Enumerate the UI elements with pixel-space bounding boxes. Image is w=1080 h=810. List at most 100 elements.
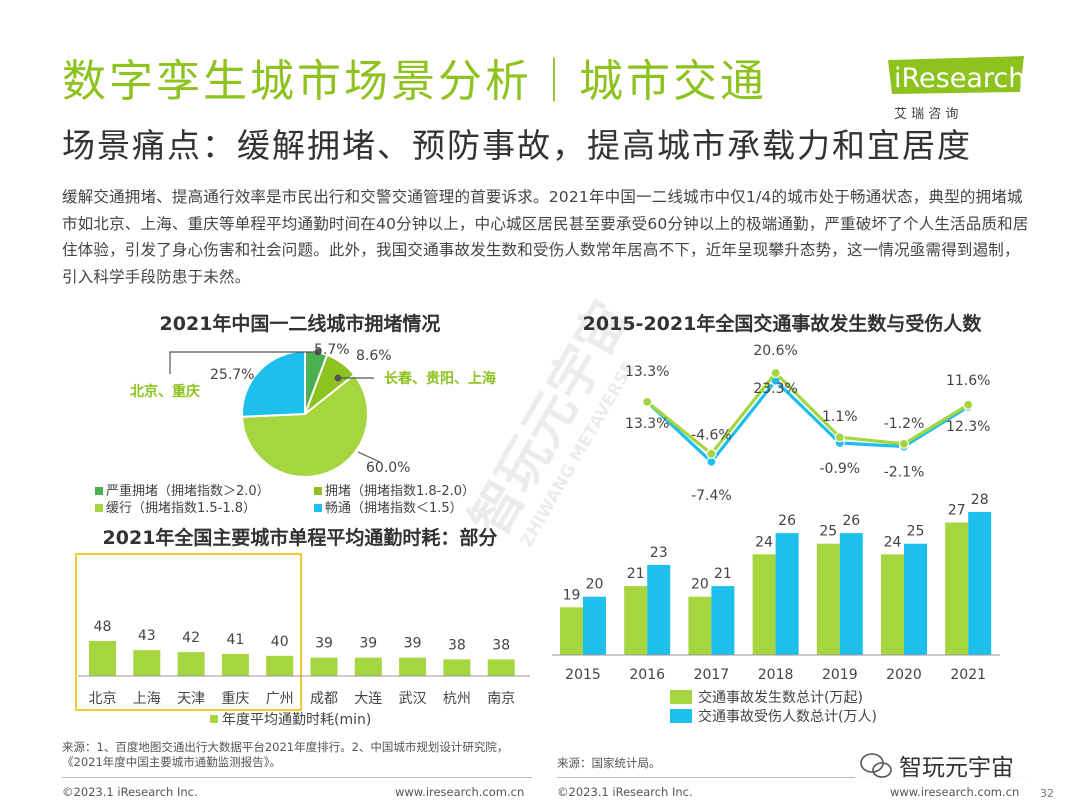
commute-bar-7 <box>399 657 427 676</box>
commute-bar-0 <box>89 641 116 676</box>
footer-divider-right <box>557 777 1027 778</box>
pie-slices <box>241 349 369 478</box>
commute-value-2: 42 <box>182 630 200 646</box>
commute-value-6: 39 <box>359 636 377 652</box>
commute-value-0: 48 <box>94 619 112 635</box>
website-link-right[interactable]: www.iresearch.com.cn <box>890 785 1020 799</box>
accident-title: 2015-2021年全国交通事故发生数与受伤人数 <box>583 312 983 335</box>
leader-line-60 <box>357 451 381 463</box>
pie-label-smooth: 25.7% <box>210 367 254 383</box>
commute-legend-swatch <box>210 715 218 723</box>
pie-label-severe: 5.7% <box>314 342 350 358</box>
growth-line-s1 <box>646 378 970 465</box>
leader-dot-changchun <box>334 374 342 382</box>
accident-bar-2021-s1 <box>968 511 992 655</box>
accident-value-2021-s1: 28 <box>971 492 989 508</box>
pie-legend-severe: 严重拥堵（拥堵指数＞2.0） <box>106 483 270 499</box>
copyright-left: ©2023.1 iResearch Inc. <box>62 785 198 799</box>
pie-legend-swatch-severe <box>95 487 103 495</box>
copyright-right: ©2023.1 iResearch Inc. <box>557 785 693 799</box>
accident-bar-2019-s1 <box>839 533 863 655</box>
accident-bar-2019-s0 <box>816 543 840 655</box>
accident-value-2019-s0: 25 <box>819 524 837 540</box>
source-note-right: 来源：国家统计局。 <box>557 756 661 770</box>
accident-value-2020-s0: 24 <box>884 534 902 550</box>
commute-legend: 年度平均通勤时耗(min) <box>222 712 371 728</box>
growth-label-s1-0: 13.3% <box>625 364 669 380</box>
commute-category-6: 大连 <box>354 691 382 707</box>
accident-value-2016-s0: 21 <box>627 566 645 582</box>
commute-bar-6 <box>354 657 382 676</box>
commute-value-3: 41 <box>226 632 244 648</box>
accident-value-2020-s1: 25 <box>907 524 925 540</box>
accident-value-2017-s0: 20 <box>691 577 709 593</box>
commute-value-9: 38 <box>492 637 510 653</box>
accident-bar-2015-s1 <box>583 596 606 655</box>
growth-line-s0 <box>646 370 970 456</box>
growth-label-s1-4: -2.1% <box>884 465 925 481</box>
wechat-account-name: 智玩元宇宙 <box>899 755 1014 781</box>
commute-category-5: 成都 <box>310 691 338 707</box>
growth-point-s0-0 <box>642 396 653 407</box>
accident-bars: 1920201521232016202120172426201825262019… <box>560 492 992 683</box>
accident-bar-2020-s0 <box>881 554 904 655</box>
growth-label-s0-0: 13.3% <box>625 416 669 432</box>
accident-bar-2018-s0 <box>752 554 776 655</box>
accident-bar-2016-s1 <box>647 564 671 655</box>
pie-title: 2021年中国一二线城市拥堵情况 <box>160 312 441 335</box>
commute-category-1: 上海 <box>133 691 161 707</box>
accident-legend-2: 交通事故受伤人数总计(万人) <box>698 708 877 725</box>
accident-bar-2017-s1 <box>711 586 735 655</box>
commute-title: 2021年全国主要城市单程平均通勤时耗：部分 <box>103 526 498 549</box>
commute-bar-5 <box>310 657 338 676</box>
commute-value-7: 39 <box>404 636 422 652</box>
pie-legend-slow: 缓行（拥堵指数1.5-1.8） <box>106 501 256 516</box>
accident-value-2018-s1: 26 <box>778 513 796 529</box>
growth-label-s1-2: 20.6% <box>753 343 797 359</box>
accident-year-2020: 2020 <box>886 667 922 683</box>
footer-divider-left <box>62 777 532 778</box>
pie-legend-swatch-smooth <box>314 504 322 512</box>
growth-point-s0-3 <box>834 432 845 443</box>
pie-label-slow: 60.0% <box>366 460 410 476</box>
page-number: 32 <box>1040 787 1054 800</box>
pie-slice-2 <box>241 373 369 478</box>
pie-legend-swatch-slow <box>95 504 103 512</box>
growth-label-s1-3: -0.9% <box>819 461 860 477</box>
commute-bar-3 <box>221 653 249 676</box>
accident-growth-lines: 13.3% -4.6% 23.3% 1.1% -1.2% 12.3% 13.3% -7.4% 2… <box>625 343 990 504</box>
wechat-badge: 智玩元宇宙 <box>855 748 1055 784</box>
growth-point-s0-5 <box>963 399 974 410</box>
page-title: 数字孪生城市场景分析｜城市交通 <box>62 56 767 107</box>
growth-point-s0-2 <box>770 367 781 379</box>
commute-bars: 48 北京 43 上海 42 天津 41 重庆 40 广州 39 成都 39 大连 39 武汉 38 杭州 38 南京 <box>89 619 516 707</box>
accident-bar-2021-s0 <box>945 522 969 655</box>
accident-bar-2016-s0 <box>624 586 648 655</box>
pie-legend: 严重拥堵（拥堵指数＞2.0） 拥堵（拥堵指数1.8-2.0） 缓行（拥堵指数1.… <box>95 483 475 516</box>
commute-value-4: 40 <box>271 634 289 650</box>
commute-category-7: 武汉 <box>399 691 427 707</box>
commute-bar-4 <box>266 655 294 676</box>
commute-bar-2 <box>177 652 205 676</box>
accident-year-2018: 2018 <box>758 667 794 683</box>
commute-category-4: 广州 <box>266 691 294 707</box>
website-link-left[interactable]: www.iresearch.com.cn <box>395 785 525 799</box>
commute-bar-9 <box>487 659 515 676</box>
page-subtitle: 场景痛点：缓解拥堵、预防事故，提高城市承载力和宜居度 <box>62 126 972 165</box>
accident-year-2019: 2019 <box>822 667 858 683</box>
growth-label-s1-1: -7.4% <box>691 488 732 504</box>
accident-bar-2018-s1 <box>775 533 799 655</box>
growth-label-s1-5: 11.6% <box>946 373 990 389</box>
accident-legend-swatch-1 <box>670 690 692 704</box>
pie-legend-swatch-congested <box>314 487 322 495</box>
leader-line-beijing <box>169 351 318 374</box>
accident-value-2019-s1: 26 <box>842 513 860 529</box>
wechat-icon <box>860 753 892 778</box>
commute-value-8: 38 <box>448 637 466 653</box>
accident-year-2015: 2015 <box>565 667 601 683</box>
accident-value-2021-s0: 27 <box>948 503 966 519</box>
commute-value-5: 39 <box>315 636 333 652</box>
commute-category-3: 重庆 <box>221 691 249 707</box>
source-note-left: 来源：1、百度地图交通出行大数据平台2021年度排行。2、中国城市规划设计研究院… <box>62 740 509 769</box>
